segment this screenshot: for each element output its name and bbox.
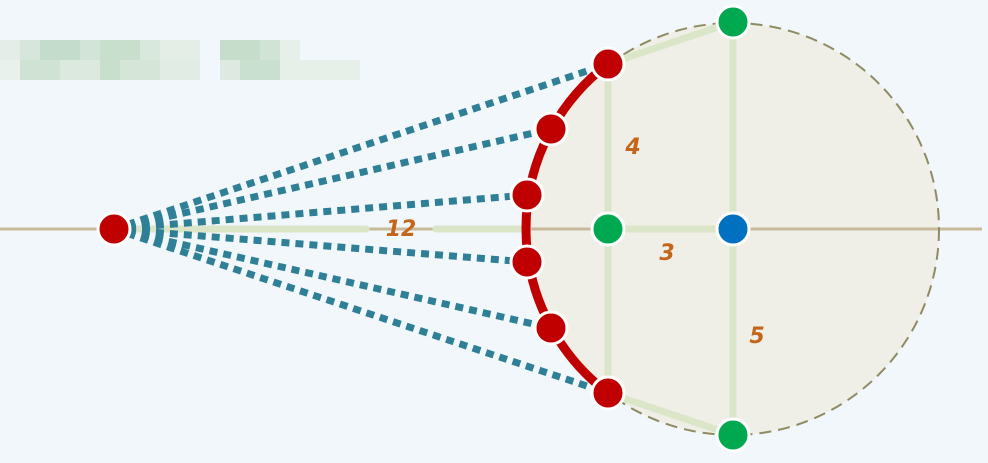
label-outer-vertical: 5 xyxy=(749,324,764,349)
sight-line xyxy=(113,225,528,266)
sight-line xyxy=(113,225,552,332)
sight-line xyxy=(112,60,610,233)
guide-bottom-connector xyxy=(604,389,737,439)
blurred-title xyxy=(0,40,360,80)
label-inner-vertical: 4 xyxy=(624,135,640,160)
sight-line xyxy=(113,125,552,233)
guide-top-connector xyxy=(604,18,737,68)
red-arc xyxy=(521,60,611,397)
arc-point xyxy=(590,375,626,411)
arc-point xyxy=(590,46,626,82)
arc-points xyxy=(509,46,626,411)
label-horizontal-offset: 3 xyxy=(659,241,674,266)
sight-line xyxy=(112,225,610,397)
bottom-point xyxy=(715,417,751,453)
arc-point xyxy=(533,310,569,346)
sight-lines xyxy=(112,60,610,397)
green-points xyxy=(590,4,751,453)
top-point xyxy=(715,4,751,40)
arc-point xyxy=(509,177,545,213)
arc-point xyxy=(533,111,569,147)
source-point xyxy=(96,211,132,247)
label-distance: 12 xyxy=(386,217,417,242)
inner-center-point xyxy=(590,211,626,247)
arc-point xyxy=(509,244,545,280)
circle-center-point xyxy=(715,211,751,247)
sight-line xyxy=(113,191,528,233)
